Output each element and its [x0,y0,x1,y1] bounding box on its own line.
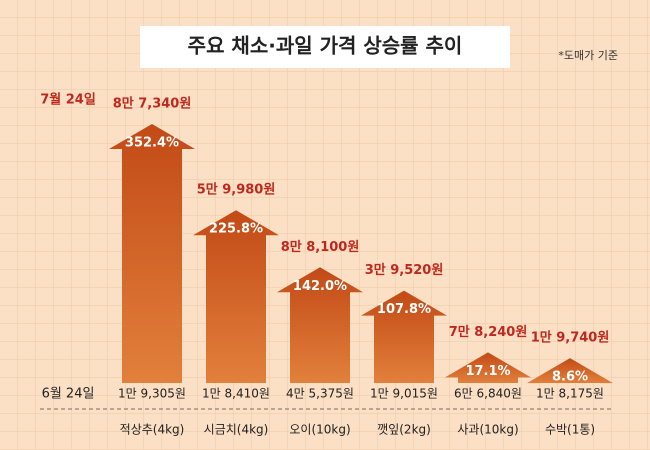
arrow-bar [193,210,279,383]
price-current: 7만 8,240원 [449,324,528,340]
price-current: 5만 9,980원 [197,182,276,198]
x-tick-label: 시금치(4kg) [204,423,269,437]
value-label: 8.6% [552,370,588,385]
x-tick-label: 적상추(4kg) [120,423,185,437]
price-current: 8만 7,340원 [113,96,192,112]
price-current: 1만 9,740원 [531,330,610,346]
value-label: 17.1% [465,364,510,379]
x-tick-label: 오이(10kg) [289,423,350,437]
price-previous: 1만 9,305원 [118,387,186,401]
date-current: 7월 24일 [40,92,96,108]
arrow-bar [527,358,613,384]
arrow-bar [109,124,195,383]
x-tick-label: 사과(10kg) [457,423,518,437]
value-label: 107.8% [377,302,431,317]
arrow-bar [445,352,531,383]
price-previous: 1만 8,175원 [536,387,604,401]
price-previous: 6만 6,840원 [454,387,522,401]
date-previous: 6월 24일 [42,387,95,402]
price-previous: 1만 9,015원 [370,387,438,401]
x-tick-label: 수박(1통) [545,423,595,437]
title-box [140,26,510,68]
x-tick-label: 깻잎(2kg) [377,423,431,437]
price-current: 3만 9,520원 [365,262,444,278]
value-label: 225.8% [209,222,263,237]
value-label: 142.0% [293,279,347,294]
price-current: 8만 8,100원 [281,239,360,255]
value-label: 352.4% [125,136,179,151]
arrow-bar [361,290,447,383]
note: *도매가 기준 [558,49,618,62]
chart-title: 주요 채소·과일 가격 상승률 추이 [188,34,463,58]
price-previous: 4만 5,375원 [286,387,354,401]
price-previous: 1만 8,410원 [202,387,270,401]
arrow-bar [277,267,363,383]
